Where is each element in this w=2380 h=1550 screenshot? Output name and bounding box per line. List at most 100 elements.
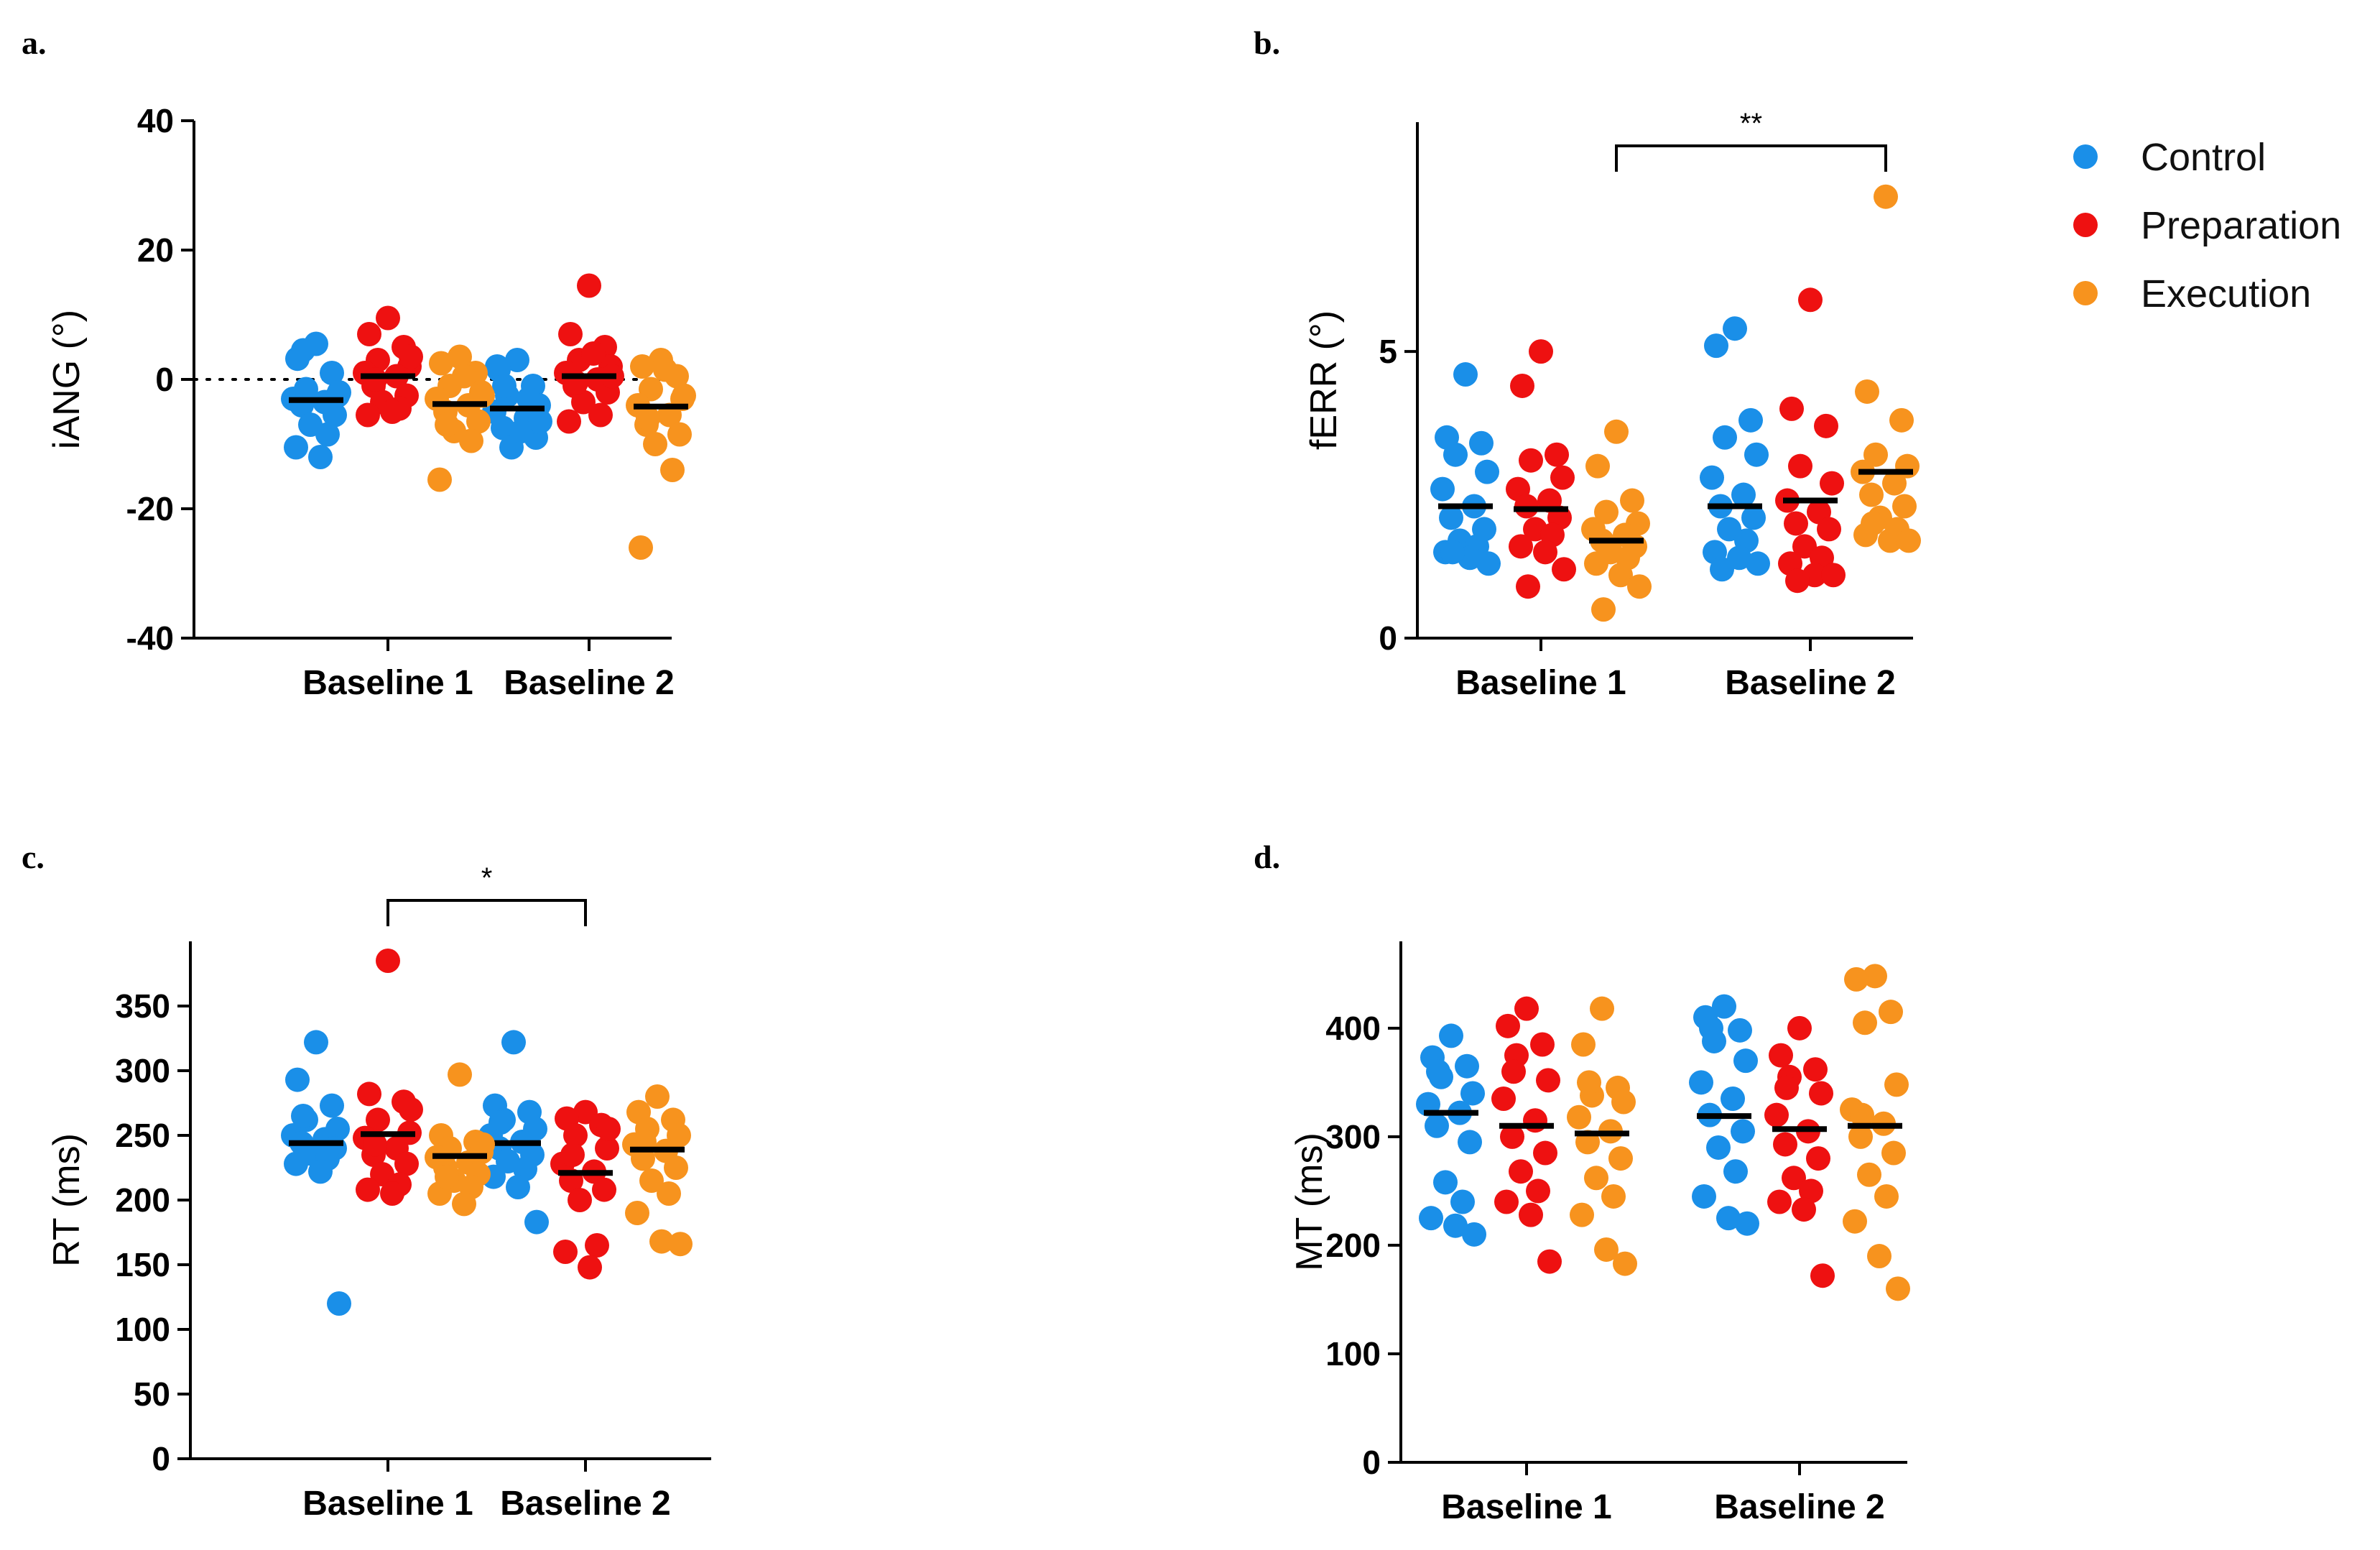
data-point-control (1738, 407, 1763, 433)
data-point-execution (1892, 494, 1917, 519)
data-point-control (509, 419, 534, 443)
data-point-execution (668, 1232, 693, 1257)
legend-marker-control (2073, 144, 2098, 169)
data-point-control (1462, 1222, 1486, 1247)
y-tick-label: 40 (137, 102, 174, 139)
data-point-control (327, 1291, 351, 1316)
y-tick-label: 5 (1379, 333, 1397, 370)
data-point-control (1458, 1130, 1482, 1155)
panel-label: d. (1254, 839, 1280, 875)
data-point-preparation (585, 1233, 609, 1258)
data-point-execution (435, 1164, 459, 1189)
panel-a: a. -40 -20 0 20 40 iANG (°) Baseline 1 Baseline … (22, 24, 696, 702)
data-point-preparation (578, 1255, 602, 1280)
data-point-control (323, 402, 347, 428)
data-point-execution (1879, 1000, 1903, 1025)
data-point-execution (629, 535, 653, 560)
data-point-control (1692, 1184, 1716, 1209)
data-point-execution (1850, 1102, 1874, 1127)
y-tick-label: 0 (155, 361, 174, 398)
panel-label: b. (1254, 24, 1280, 61)
data-point-execution (1861, 511, 1885, 536)
y-tick-label: 300 (115, 1052, 170, 1089)
data-point-preparation (1792, 1197, 1816, 1222)
data-point-execution (1882, 471, 1907, 496)
data-point-control (1439, 505, 1463, 530)
data-point-control (1713, 425, 1737, 450)
data-point-preparation (1523, 1108, 1547, 1133)
data-point-preparation (568, 1188, 592, 1212)
data-point-execution (1886, 1276, 1910, 1301)
data-point-preparation (1782, 1166, 1806, 1191)
data-point-preparation (376, 949, 400, 973)
data-point-preparation (1529, 339, 1553, 364)
data-point-execution (1608, 563, 1633, 588)
data-point-control (1430, 476, 1455, 502)
data-point-control (1425, 1113, 1449, 1138)
data-point-preparation (1496, 1013, 1520, 1038)
data-point-preparation (1526, 1178, 1550, 1204)
x-tick-label: Baseline 1 (1441, 1488, 1611, 1526)
data-point-control (1741, 505, 1766, 530)
data-point-preparation (1509, 1159, 1533, 1184)
data-point-control (291, 1104, 315, 1128)
data-point-control (505, 348, 529, 372)
data-point-execution (1571, 1032, 1596, 1057)
data-point-control (320, 1093, 344, 1118)
data-point-preparation (1552, 557, 1576, 582)
legend: Control Preparation Execution (2073, 136, 2341, 315)
data-point-preparation (1769, 1043, 1793, 1068)
y-tick-label: 400 (1325, 1010, 1381, 1047)
data-point-preparation (1806, 1146, 1830, 1171)
data-point-preparation (1500, 1124, 1524, 1149)
data-point-preparation (376, 305, 400, 331)
data-point-preparation (357, 1081, 381, 1107)
data-point-preparation (581, 341, 606, 366)
data-point-preparation (1814, 413, 1838, 438)
significance-bracket (1615, 144, 1887, 172)
data-point-execution (1590, 996, 1614, 1021)
y-tick-label: 200 (115, 1181, 170, 1219)
data-point-preparation (1533, 540, 1557, 565)
x-tick-label: Baseline 1 (302, 1485, 473, 1523)
data-point-execution (1857, 1162, 1881, 1187)
data-point-preparation (1536, 1068, 1560, 1093)
data-point-preparation (357, 322, 381, 346)
data-point-execution (427, 467, 452, 492)
data-point-control (1706, 1135, 1731, 1160)
data-point-preparation (1809, 1081, 1833, 1106)
data-point-control (1723, 316, 1747, 341)
data-point-execution (660, 458, 685, 482)
data-point-preparation (1537, 1249, 1562, 1274)
data-point-execution (1844, 967, 1869, 992)
data-point-preparation (380, 1181, 404, 1206)
data-point-execution (649, 1229, 674, 1254)
x-tick-label: Baseline 2 (504, 664, 674, 702)
data-point-execution (435, 412, 459, 437)
data-point-execution (1601, 1184, 1626, 1209)
data-point-control (1419, 1206, 1443, 1231)
data-point-execution (452, 1191, 476, 1217)
data-point-control (284, 435, 308, 460)
data-point-execution (1853, 1010, 1877, 1035)
data-point-execution (1878, 528, 1902, 553)
data-point-execution (1881, 1140, 1906, 1166)
data-point-execution (1867, 1244, 1892, 1269)
data-point-control (1704, 333, 1728, 359)
data-point-control (1469, 430, 1494, 456)
data-point-execution (657, 1181, 681, 1206)
data-point-preparation (356, 402, 380, 428)
data-point-preparation (596, 1117, 621, 1141)
y-axis-label: iANG (°) (46, 310, 88, 449)
y-tick-label: 100 (115, 1311, 170, 1348)
data-point-preparation (1817, 517, 1841, 542)
data-point-control (320, 361, 344, 385)
data-point-preparation (592, 1177, 616, 1202)
data-point-execution (653, 357, 677, 382)
significance-bracket (386, 899, 587, 926)
data-point-preparation (1494, 1189, 1519, 1214)
data-point-preparation (363, 1132, 387, 1157)
data-point-execution (1884, 1072, 1909, 1097)
y-tick-label: 250 (115, 1117, 170, 1154)
data-point-preparation (1792, 534, 1817, 559)
